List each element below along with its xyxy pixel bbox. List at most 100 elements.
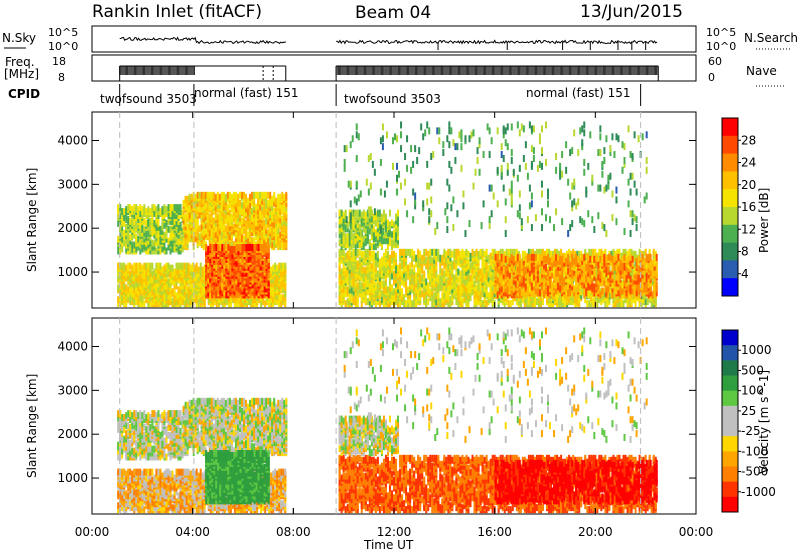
echo-cell	[145, 263, 147, 270]
echo-cell	[127, 204, 129, 211]
echo-cell	[172, 288, 174, 295]
echo-cell	[421, 274, 423, 281]
freq-trace	[120, 66, 659, 81]
echo-cell	[217, 214, 219, 221]
echo-cell	[157, 204, 159, 211]
echo-cell	[439, 255, 441, 262]
freq-panel: Freq. [MHz] 18 8 60 0 Nave	[4, 55, 786, 86]
echo-cell	[127, 216, 129, 223]
echo-cell	[431, 257, 433, 264]
echo-cell	[135, 204, 137, 211]
echo-cell	[219, 244, 221, 251]
echo-cell	[361, 282, 363, 289]
echo-cell	[264, 300, 266, 307]
echo-cell	[413, 251, 415, 258]
echo-cell	[168, 238, 170, 245]
echo-cell	[209, 192, 211, 199]
echo-cell	[262, 298, 264, 305]
echo-cell	[488, 292, 490, 299]
echo-cell	[263, 192, 265, 199]
echo-cell	[387, 286, 389, 293]
echo-cell	[221, 192, 223, 199]
echo-cell	[249, 194, 251, 201]
echo-cell	[176, 263, 178, 270]
echo-cell	[243, 235, 245, 242]
echo-cell	[176, 204, 178, 211]
echo-cell	[172, 265, 174, 272]
echo-cell	[121, 208, 123, 215]
echo-cell	[159, 226, 161, 233]
echo-cell	[185, 214, 187, 221]
nave-label: Nave	[746, 64, 777, 78]
echo-cell	[178, 286, 180, 293]
echo-cell	[243, 192, 245, 199]
echo-cell	[163, 204, 165, 211]
echo-cell	[357, 261, 359, 268]
echo-cell	[221, 244, 223, 251]
echo-cell	[153, 220, 155, 227]
echo-cell	[257, 192, 259, 199]
echo-cell	[212, 298, 214, 305]
echo-cell	[247, 198, 249, 205]
echo-cell	[125, 284, 127, 291]
echo-cell	[281, 192, 283, 199]
echo-cell	[165, 248, 167, 255]
noise-panel: N.Sky 10^5 10^0 10^5 10^0 N.Search	[2, 26, 798, 53]
echo-cell	[381, 257, 383, 264]
echo-cell	[213, 244, 215, 251]
echo-cell	[391, 251, 393, 258]
echo-cell	[123, 263, 125, 270]
date-title: 13/Jun/2015	[580, 2, 683, 22]
echo-cell	[387, 251, 389, 258]
echo-cell	[170, 204, 172, 211]
echo-cell	[199, 233, 201, 240]
echo-cell	[254, 244, 256, 251]
echo-cell	[401, 249, 403, 256]
echo-cell	[467, 259, 469, 266]
echo-cell	[168, 278, 170, 285]
echo-cell	[465, 249, 467, 256]
echo-cell	[251, 192, 253, 199]
echo-cell	[375, 253, 377, 260]
echo-cell	[213, 217, 215, 224]
echo-cell	[488, 255, 490, 262]
echo-cell	[267, 229, 269, 236]
echo-cell	[256, 244, 258, 251]
echo-cell	[459, 251, 461, 258]
echo-cell	[131, 265, 133, 272]
echo-cell	[172, 298, 174, 305]
echo-cell	[443, 249, 445, 256]
echo-cell	[264, 258, 266, 265]
echo-cell	[409, 263, 411, 270]
echo-cell	[476, 284, 478, 291]
echo-cell	[207, 246, 209, 253]
echo-cell	[213, 192, 215, 199]
echo-cell	[280, 263, 282, 270]
nave-tick-top: 60	[708, 55, 722, 68]
echo-cell	[215, 244, 217, 251]
echo-cell	[174, 269, 176, 276]
echo-cell	[484, 259, 486, 266]
echo-cell	[441, 269, 443, 276]
echo-cell	[453, 249, 455, 256]
echo-cell	[403, 294, 405, 301]
echo-cell	[188, 263, 190, 270]
echo-cell	[172, 204, 174, 211]
echo-cell	[274, 263, 276, 270]
echo-cell	[235, 244, 237, 251]
echo-cell	[117, 204, 119, 211]
echo-cell	[131, 206, 133, 213]
echo-cell	[151, 263, 153, 270]
echo-cell	[245, 219, 247, 226]
noise-line	[120, 38, 657, 44]
echo-cell	[231, 194, 233, 201]
echo-cell	[225, 291, 227, 298]
echo-cell	[237, 244, 239, 251]
echo-cell	[343, 249, 345, 256]
echo-cell	[375, 282, 377, 289]
echo-cell	[189, 194, 191, 201]
cpid-label: CPID	[8, 87, 40, 101]
echo-cell	[161, 206, 163, 213]
echo-cell	[183, 200, 185, 207]
echo-cell	[482, 249, 484, 256]
